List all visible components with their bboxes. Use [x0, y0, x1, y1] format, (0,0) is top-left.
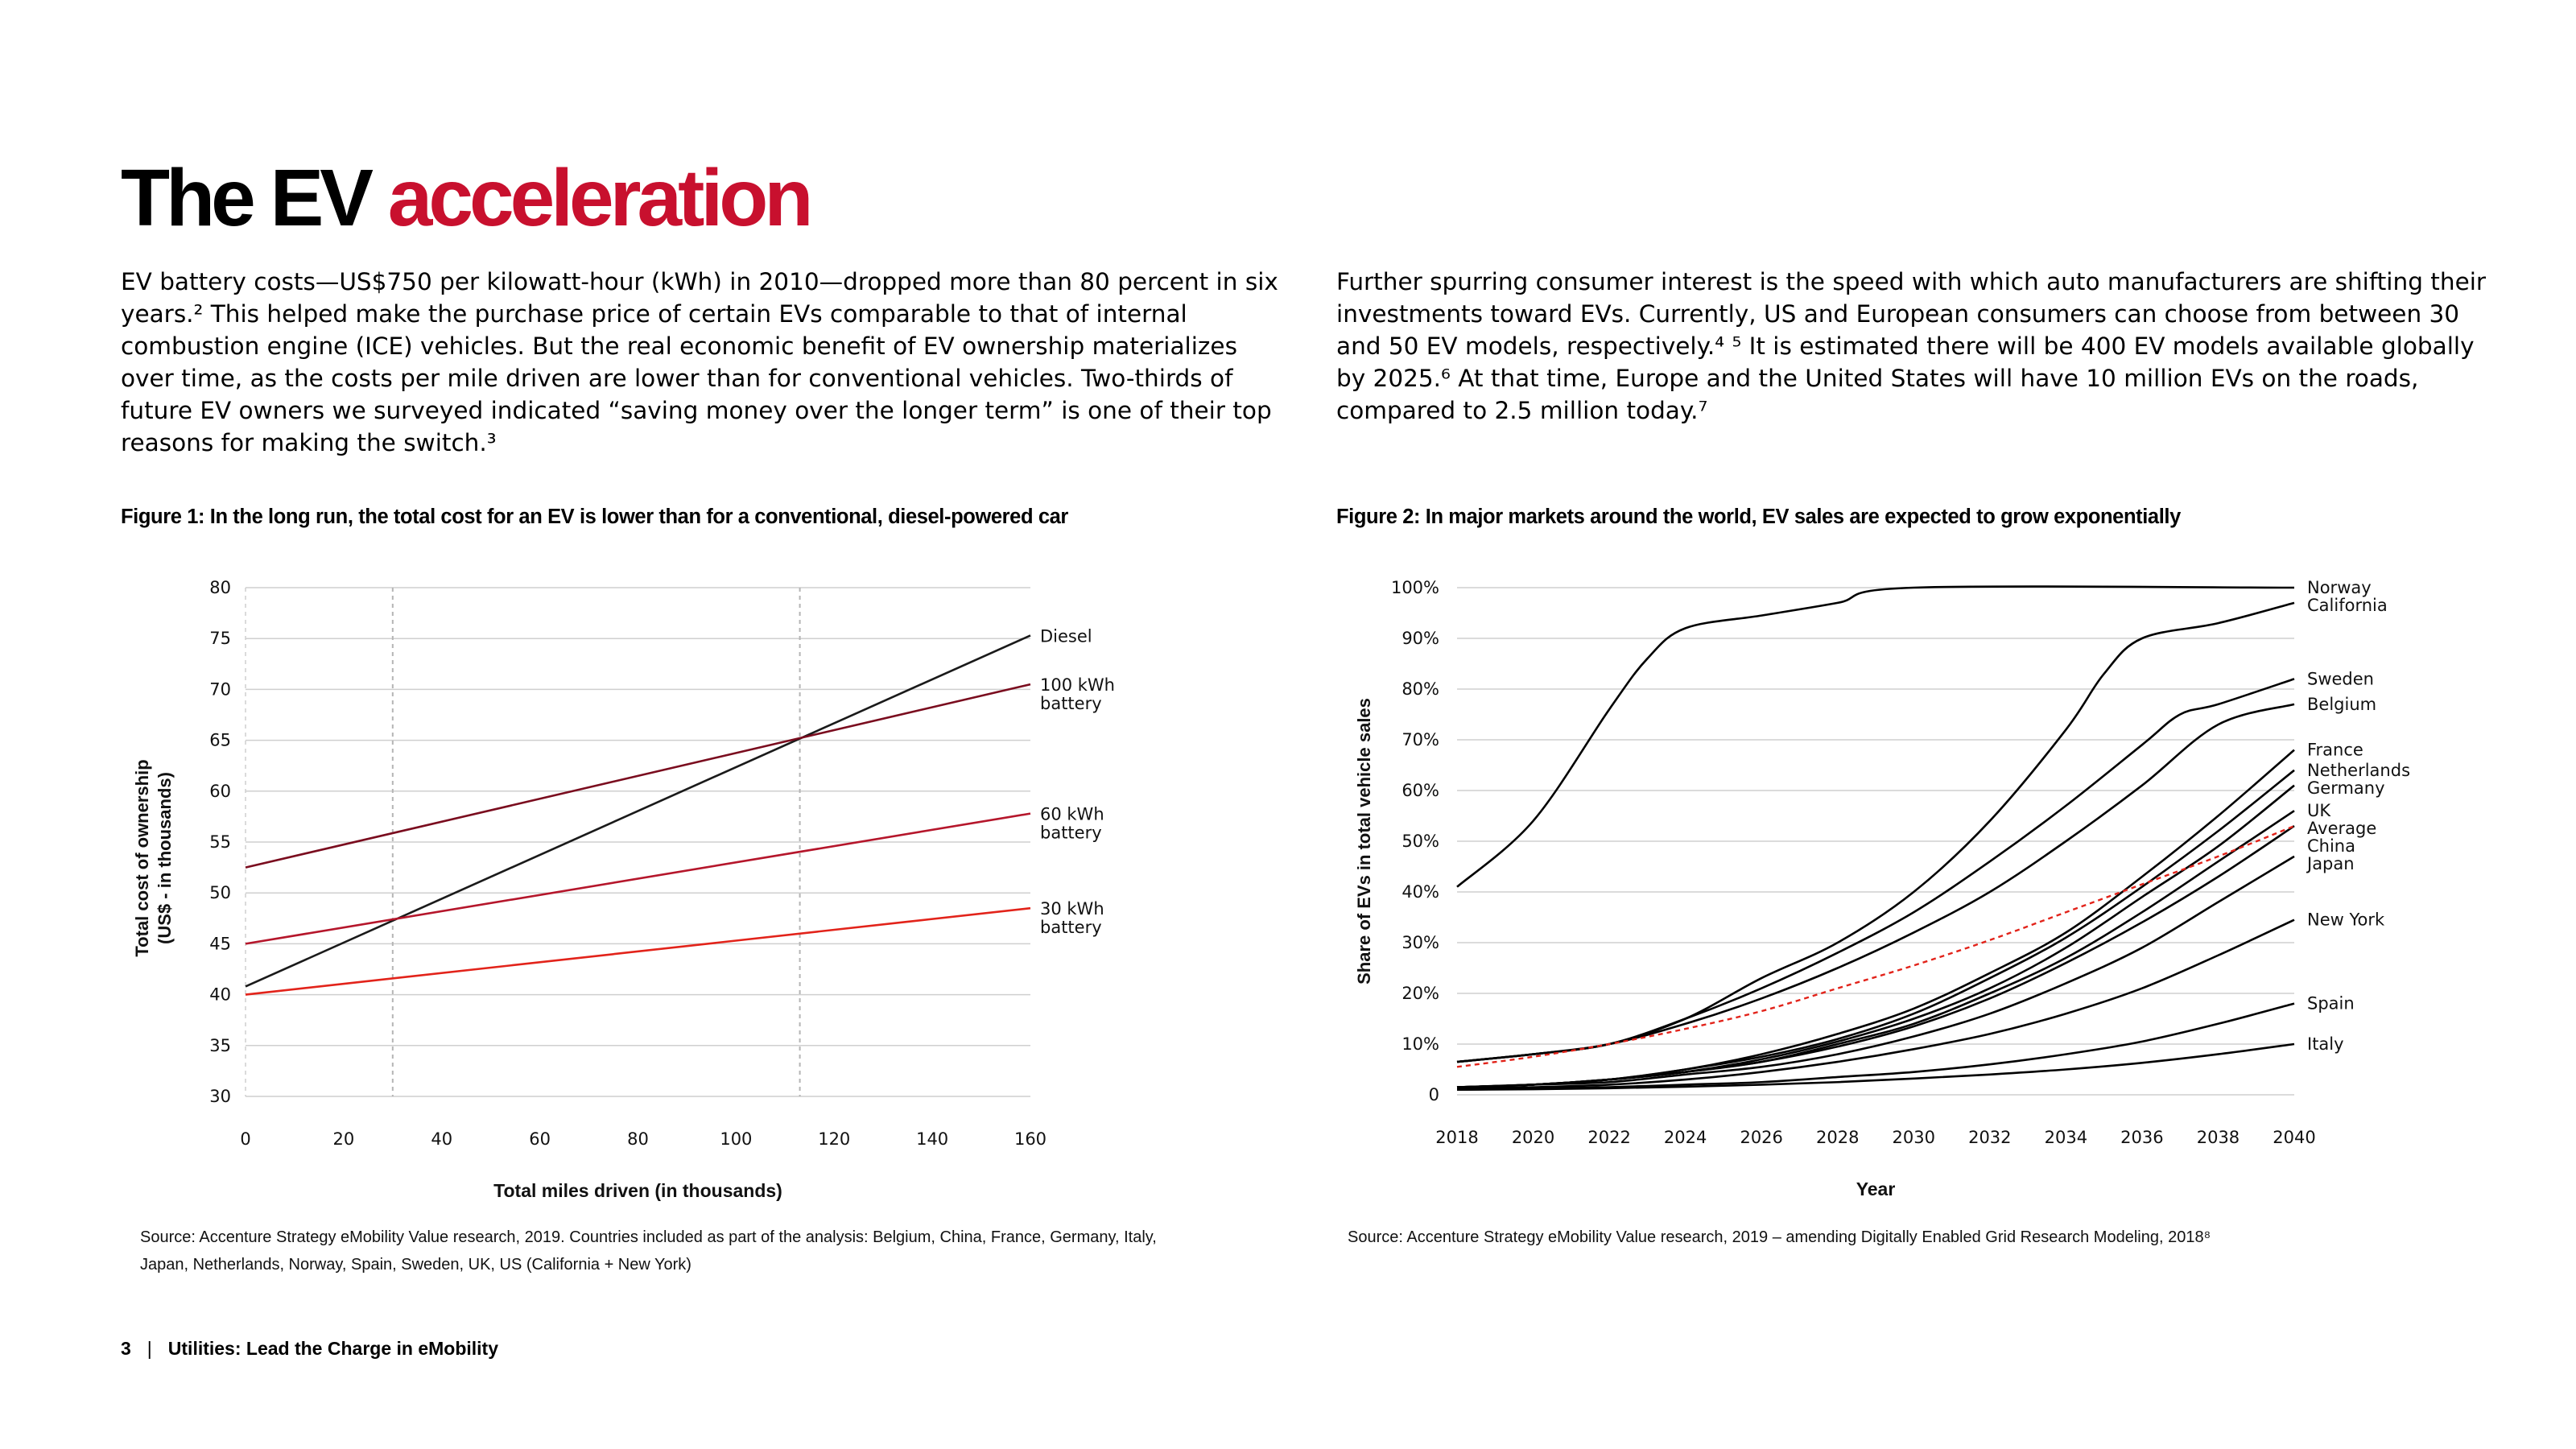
y-tick-label: 80%: [1402, 679, 1439, 699]
x-tick-label: 160: [1014, 1129, 1046, 1149]
x-tick-label: 20: [333, 1129, 355, 1149]
figure-1-source: Source: Accenture Strategy eMobility Val…: [140, 1228, 1157, 1274]
series-line-new-york: [1456, 919, 2295, 1090]
series-label-france: France: [2307, 741, 2363, 760]
y-tick-label: 100%: [1391, 578, 1439, 597]
footer-document-title: Utilities: Lead the Charge in eMobility: [167, 1338, 498, 1359]
figure-2-source: Source: Accenture Strategy eMobility Val…: [1348, 1228, 2211, 1246]
x-tick-label: 2032: [1968, 1128, 2011, 1147]
y-tick-label: 55: [209, 832, 231, 852]
series-label-30-kwh-battery: 30 kWh: [1040, 899, 1104, 919]
series-line-germany: [1456, 784, 2295, 1088]
series-label-60-kwh-battery: 60 kWh: [1040, 805, 1104, 824]
series-line-100-kwh-battery: [245, 683, 1031, 869]
y-tick-label: 40%: [1402, 882, 1439, 902]
x-tick-label: 2036: [2120, 1128, 2163, 1147]
y-tick-label: 45: [209, 934, 231, 953]
series-label-diesel: Diesel: [1040, 626, 1092, 646]
y-tick-label: 30%: [1402, 933, 1439, 952]
x-tick-label: 2040: [2273, 1128, 2315, 1147]
y-tick-label: 40: [209, 985, 231, 1005]
x-tick-label: 0: [240, 1129, 250, 1149]
figure-1-chart: 30 35 40 45 50 55 60 65 70 75 80 0 20 40 60 80 100 120 140…: [132, 578, 1115, 1201]
series-label-100-kwh-battery: 100 kWh: [1040, 675, 1115, 695]
x-tick-label: 40: [431, 1129, 452, 1149]
x-tick-label: 140: [916, 1129, 948, 1149]
x-axis-title: Year: [1856, 1179, 1896, 1199]
y-tick-label: 90%: [1402, 629, 1439, 648]
series-label-netherlands: Netherlands: [2307, 761, 2410, 780]
y-tick-label: 60%: [1402, 781, 1439, 800]
series-label-average: Average: [2307, 819, 2376, 838]
figure-2-title: Figure 2: In major markets around the wo…: [1336, 506, 2181, 528]
series-label-italy: Italy: [2307, 1034, 2344, 1054]
series-line-china: [1456, 825, 2295, 1088]
figure-1-title: Figure 1: In the long run, the total cos…: [121, 506, 1068, 528]
series-line-norway: [1456, 585, 2295, 888]
title-main: The EV: [121, 153, 374, 243]
series-label-japan: Japan: [2306, 854, 2355, 873]
x-tick-label: 80: [627, 1129, 649, 1149]
y-axis-title-line-2: (US$ - in thousands): [155, 772, 175, 944]
series-line-sweden: [1456, 678, 2295, 1063]
series-label-100-kwh-battery: battery: [1040, 694, 1102, 713]
intro-paragraph-left: EV battery costs—US$750 per kilowatt-hou…: [121, 268, 1278, 456]
y-tick-label: 75: [209, 629, 231, 648]
series-line-italy: [1456, 1042, 2295, 1091]
series-label-germany: Germany: [2307, 778, 2385, 798]
y-tick-label: 60: [209, 782, 231, 801]
series-line-belgium: [1456, 703, 2295, 1063]
footer-separator: |: [147, 1338, 152, 1359]
page-footer: 3 | Utilities: Lead the Charge in eMobilit…: [121, 1338, 498, 1360]
y-axis-title-line-1: Total cost of ownership: [132, 759, 152, 956]
series-line-60-kwh-battery: [245, 812, 1031, 945]
title-accent: acceleration: [387, 153, 814, 243]
page-number: 3: [121, 1338, 131, 1359]
y-tick-label: 70%: [1402, 730, 1439, 749]
y-tick-label: 80: [209, 578, 231, 597]
series-line-30-kwh-battery: [245, 906, 1031, 996]
y-tick-label: 10%: [1402, 1034, 1439, 1054]
figure-2-chart: 0 10% 20% 30% 40% 50% 60% 70% 80% 90% 100% 2018 2020…: [1354, 578, 2410, 1199]
x-tick-label: 2028: [1816, 1128, 1859, 1147]
series-label-new-york: New York: [2307, 910, 2385, 930]
x-tick-label: 2026: [1740, 1128, 1782, 1147]
y-tick-label: 65: [209, 731, 231, 750]
x-axis-title: Total miles driven (in thousands): [493, 1180, 782, 1201]
x-tick-label: 60: [529, 1129, 551, 1149]
page-title: The EV acceleration: [121, 158, 813, 238]
x-tick-label: 120: [818, 1129, 850, 1149]
x-tick-label: 2022: [1587, 1128, 1630, 1147]
series-label-spain: Spain: [2307, 994, 2355, 1013]
series-line-diesel: [245, 634, 1031, 988]
series-label-sweden: Sweden: [2307, 669, 2374, 688]
series-label-belgium: Belgium: [2307, 695, 2376, 714]
x-tick-label: 2034: [2045, 1128, 2087, 1147]
x-tick-label: 100: [720, 1129, 752, 1149]
x-tick-label: 2024: [1664, 1128, 1707, 1147]
y-tick-label: 30: [209, 1087, 231, 1106]
series-label-norway: Norway: [2307, 578, 2372, 597]
series-label-uk: UK: [2307, 801, 2331, 820]
series-line-average: [1456, 824, 2295, 1068]
intro-paragraph-right: Further spurring consumer interest is th…: [1336, 268, 2487, 424]
series-label-30-kwh-battery: battery: [1040, 918, 1102, 937]
y-axis-title: Share of EVs in total vehicle sales: [1354, 698, 1374, 985]
series-line-japan: [1456, 855, 2295, 1088]
y-tick-label: 50: [209, 883, 231, 902]
x-tick-label: 2030: [1893, 1128, 1935, 1147]
series-label-california: California: [2307, 596, 2388, 615]
series-line-netherlands: [1456, 769, 2295, 1088]
y-tick-label: 35: [209, 1036, 231, 1055]
y-tick-label: 0: [1429, 1085, 1439, 1104]
series-label-china: China: [2307, 836, 2355, 856]
x-tick-label: 2020: [1512, 1128, 1554, 1147]
x-tick-label: 2018: [1435, 1128, 1478, 1147]
y-tick-label: 70: [209, 679, 231, 699]
y-tick-label: 50%: [1402, 832, 1439, 851]
y-tick-label: 20%: [1402, 984, 1439, 1003]
x-tick-label: 2038: [2197, 1128, 2240, 1147]
series-label-60-kwh-battery: battery: [1040, 824, 1102, 843]
